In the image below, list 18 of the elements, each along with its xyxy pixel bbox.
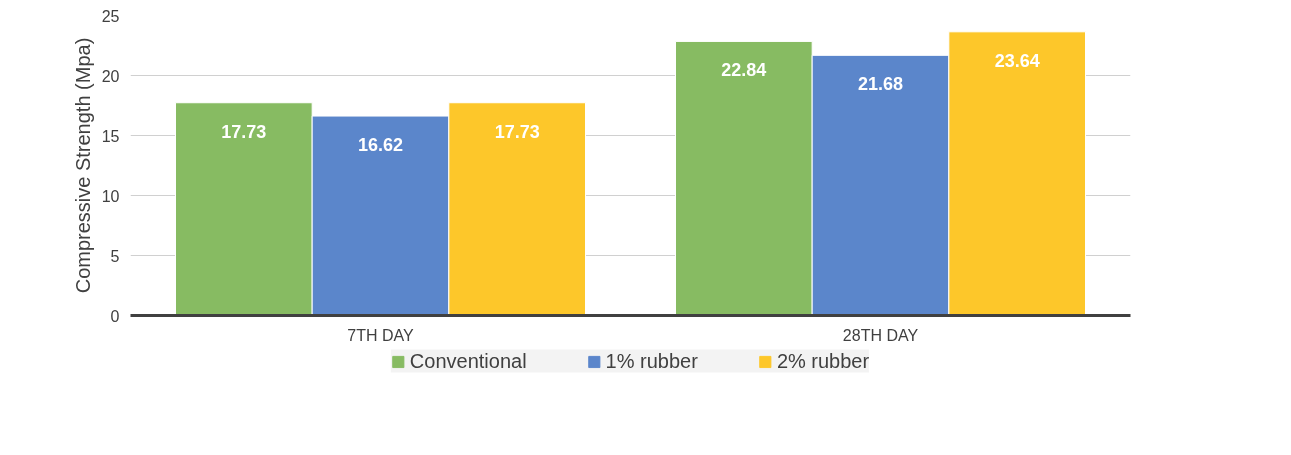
legend-label: 1% rubber bbox=[605, 349, 698, 373]
y-tick-label: 5 bbox=[110, 247, 120, 265]
x-tick-label: 7TH DAY bbox=[347, 326, 415, 344]
y-tick-label: 0 bbox=[110, 307, 120, 325]
legend-label: Conventional bbox=[409, 349, 527, 373]
data-label: 17.73 bbox=[494, 121, 540, 142]
y-tick-label: 15 bbox=[101, 127, 120, 145]
legend-label: 2% rubber bbox=[776, 349, 870, 373]
x-tick-label: 28TH DAY bbox=[842, 326, 919, 344]
y-tick-label: 10 bbox=[101, 187, 120, 205]
data-label: 16.62 bbox=[357, 135, 404, 156]
y-tick-label: 25 bbox=[101, 7, 120, 25]
y-tick-label: 20 bbox=[101, 67, 120, 85]
y-axis-title: Compressive Strength (Mpa) bbox=[71, 37, 94, 294]
data-label: 22.84 bbox=[721, 60, 767, 81]
data-label: 21.68 bbox=[857, 74, 904, 95]
data-label: 17.73 bbox=[221, 121, 267, 142]
data-label: 23.64 bbox=[994, 50, 1040, 71]
